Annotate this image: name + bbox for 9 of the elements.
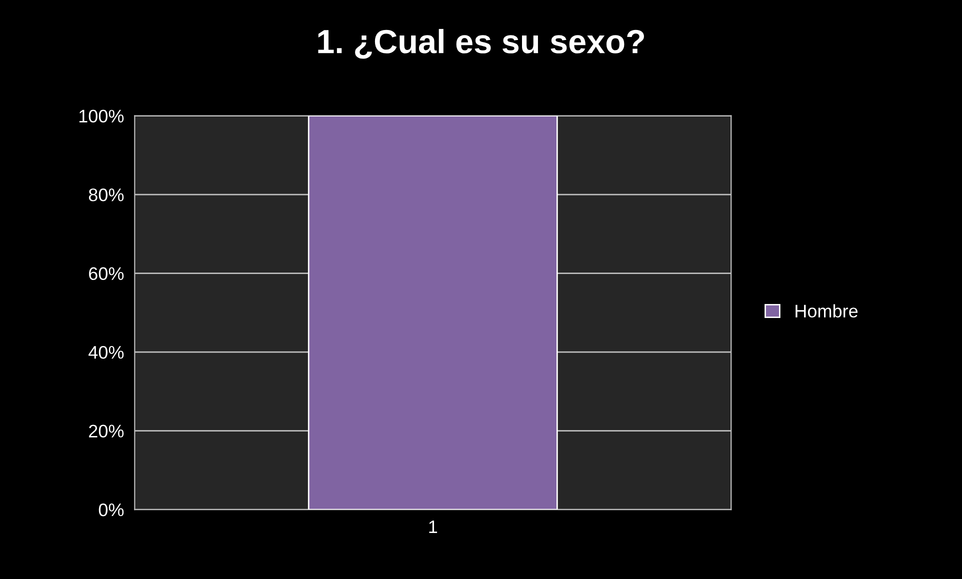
y-tick-label: 60% <box>89 267 124 280</box>
y-tick-label: 20% <box>89 424 124 438</box>
y-tick-label: 0% <box>98 503 124 516</box>
y-tick-label: 100% <box>79 110 124 123</box>
y-tick-label: 80% <box>88 188 124 202</box>
legend-label: Hombre <box>796 304 858 318</box>
x-tick-label: 1 <box>429 520 438 534</box>
chart-title: 1. ¿Cual es su sexo? <box>318 28 644 59</box>
y-tick-label: 40% <box>88 346 124 359</box>
